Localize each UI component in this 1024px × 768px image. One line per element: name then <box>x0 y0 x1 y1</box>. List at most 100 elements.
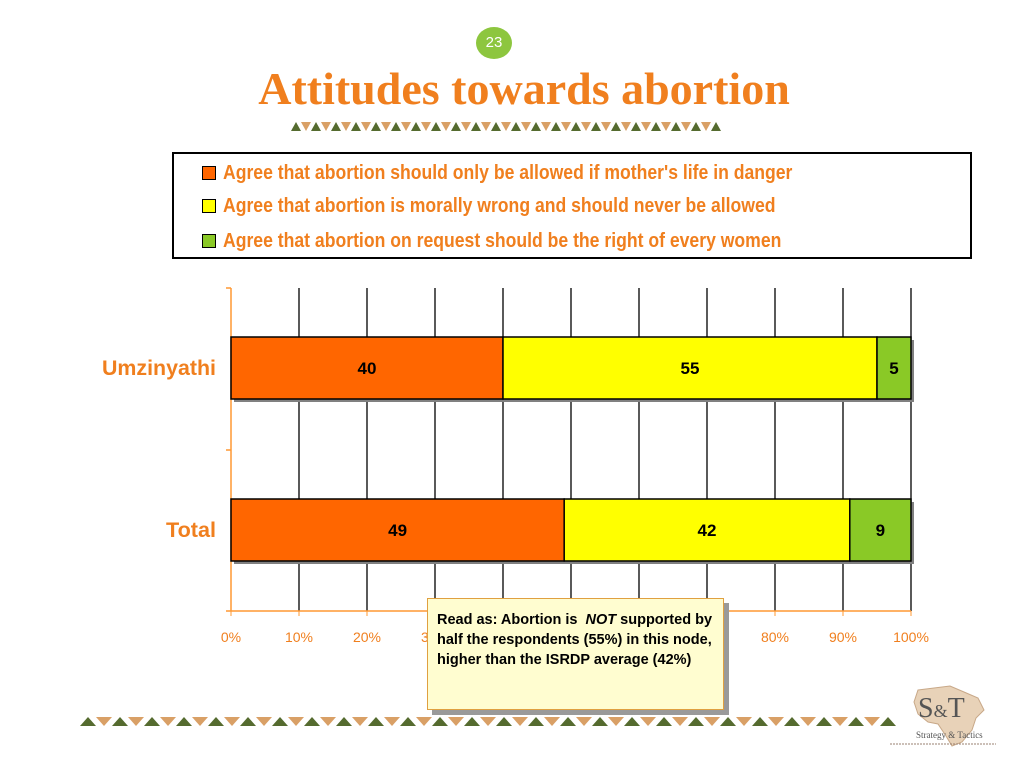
decor-triangle <box>311 122 321 131</box>
decor-triangle <box>641 122 651 131</box>
legend-label: Agree that abortion on request should be… <box>223 229 782 252</box>
decor-triangle <box>351 122 361 131</box>
decor-triangle <box>481 122 491 131</box>
decor-triangle <box>601 122 611 131</box>
decor-triangle <box>681 122 691 131</box>
decor-triangle <box>720 717 736 726</box>
decor-triangle <box>240 717 256 726</box>
decor-triangle <box>671 122 681 131</box>
slide-title: Attitudes towards abortion <box>258 63 790 114</box>
decor-triangle <box>581 122 591 131</box>
decor-triangle <box>361 122 371 131</box>
decor-triangle <box>451 122 461 131</box>
decor-triangle <box>336 717 352 726</box>
decor-triangle <box>304 717 320 726</box>
decor-triangle <box>701 122 711 131</box>
decor-triangle <box>511 122 521 131</box>
decorative-triangle-border-bottom <box>80 717 896 726</box>
decor-triangle <box>192 717 208 726</box>
decor-triangle <box>608 717 624 726</box>
decor-triangle <box>864 717 880 726</box>
bar-segment <box>230 336 504 400</box>
decor-triangle <box>112 717 128 726</box>
bar-data-label: 55 <box>681 359 700 378</box>
decor-triangle <box>512 717 528 726</box>
decor-triangle <box>661 122 671 131</box>
bar-data-label: 49 <box>388 521 407 540</box>
legend-label: Agree that abortion should only be allow… <box>223 161 793 184</box>
decor-triangle <box>381 122 391 131</box>
africa-map-icon <box>890 685 996 747</box>
decor-triangle <box>80 717 96 726</box>
decor-triangle <box>301 122 311 131</box>
category-label: Umzinyathi <box>102 357 216 380</box>
note-emphasis: NOT <box>585 612 617 628</box>
x-tick-label: 20% <box>353 629 381 645</box>
x-tick-label: 100% <box>893 629 929 645</box>
decor-triangle <box>431 122 441 131</box>
decor-triangle <box>321 122 331 131</box>
logo-subtitle: Strategy & Tactics <box>916 730 983 740</box>
decor-triangle <box>560 717 576 726</box>
decor-triangle <box>501 122 511 131</box>
decor-triangle <box>411 122 421 131</box>
x-tick-label: 90% <box>829 629 857 645</box>
x-tick-label: 10% <box>285 629 313 645</box>
decor-triangle <box>421 122 431 131</box>
decor-triangle <box>736 717 752 726</box>
legend-swatch <box>202 199 216 213</box>
bar-segment <box>849 498 912 562</box>
decor-triangle <box>491 122 501 131</box>
decor-triangle <box>691 122 701 131</box>
decor-triangle <box>401 122 411 131</box>
decor-triangle <box>256 717 272 726</box>
bar-data-label: 5 <box>889 359 898 378</box>
decor-triangle <box>371 122 381 131</box>
decor-triangle <box>461 122 471 131</box>
chart-legend: Agree that abortion should only be allow… <box>172 152 972 259</box>
legend-label: Agree that abortion is morally wrong and… <box>223 194 776 217</box>
decor-triangle <box>688 717 704 726</box>
decor-triangle <box>848 717 864 726</box>
note-text: supported by half the respondents (55%) … <box>437 612 713 668</box>
decor-triangle <box>208 717 224 726</box>
decor-triangle <box>784 717 800 726</box>
decor-triangle <box>656 717 672 726</box>
decor-triangle <box>624 717 640 726</box>
decorative-triangle-border-top <box>291 122 721 131</box>
decor-triangle <box>880 717 896 726</box>
legend-swatch <box>202 166 216 180</box>
page-number-badge: 23 <box>476 27 512 59</box>
decor-triangle <box>341 122 351 131</box>
decor-triangle <box>752 717 768 726</box>
decor-triangle <box>391 122 401 131</box>
decor-triangle <box>672 717 688 726</box>
category-label: Total <box>166 519 216 542</box>
legend-item-life-in-danger: Agree that abortion should only be allow… <box>202 159 870 187</box>
legend-item-morally-wrong: Agree that abortion is morally wrong and… <box>202 192 851 220</box>
decor-triangle <box>551 122 561 131</box>
decor-triangle <box>480 717 496 726</box>
decor-triangle <box>521 122 531 131</box>
decor-triangle <box>464 717 480 726</box>
x-tick-label: 80% <box>761 629 789 645</box>
read-as-note: Read as: Abortion is NOT supported by ha… <box>427 598 724 710</box>
decor-triangle <box>640 717 656 726</box>
category-labels: Umzinyathi Total <box>102 357 216 542</box>
decor-triangle <box>288 717 304 726</box>
decor-triangle <box>704 717 720 726</box>
decor-triangle <box>144 717 160 726</box>
decor-triangle <box>160 717 176 726</box>
bar-data-label: 40 <box>358 359 377 378</box>
decor-triangle <box>448 717 464 726</box>
decor-triangle <box>621 122 631 131</box>
decor-triangle <box>176 717 192 726</box>
logo-text: S&T <box>918 693 965 724</box>
legend-swatch <box>202 234 216 248</box>
decor-triangle <box>128 717 144 726</box>
decor-triangle <box>541 122 551 131</box>
decor-triangle <box>531 122 541 131</box>
decor-triangle <box>416 717 432 726</box>
decor-triangle <box>832 717 848 726</box>
decor-triangle <box>651 122 661 131</box>
